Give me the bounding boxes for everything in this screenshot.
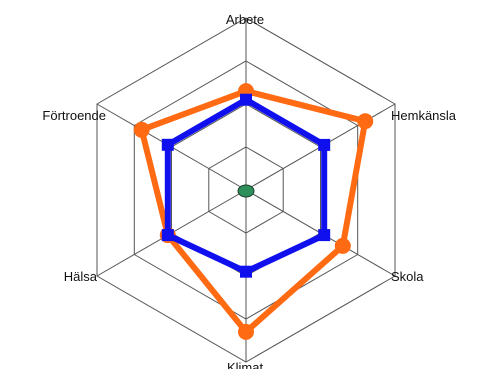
series-2-point-3 [318, 229, 331, 242]
series-2-point-5 [161, 229, 174, 242]
series-1-point-2 [357, 113, 374, 130]
axis-label-klimat: Klimat [227, 360, 264, 369]
axis-label-fortroende: Förtroende [42, 108, 106, 123]
series-2-point-2 [318, 138, 331, 151]
series-1-point-4 [238, 323, 254, 340]
axis-label-arbete: Arbete [226, 12, 264, 27]
axis-label-skola: Skola [391, 269, 424, 284]
series-1-point-3 [334, 237, 351, 254]
axis-labels: Arbete Hemkänsla Skola Klimat Hälsa Fört… [42, 12, 456, 369]
axis-label-halsa: Hälsa [64, 269, 98, 284]
axis-label-hemkansla: Hemkänsla [391, 108, 457, 123]
series-1-point-6 [133, 121, 150, 138]
series-2-point-4 [240, 265, 252, 278]
series-1-line [138, 88, 369, 335]
series-2-point-1 [240, 93, 252, 106]
center-marker [237, 184, 255, 198]
series-2-point-6 [161, 138, 174, 151]
radar-series-layer [133, 83, 374, 340]
radar-center [237, 184, 255, 198]
series-2 [161, 93, 331, 278]
